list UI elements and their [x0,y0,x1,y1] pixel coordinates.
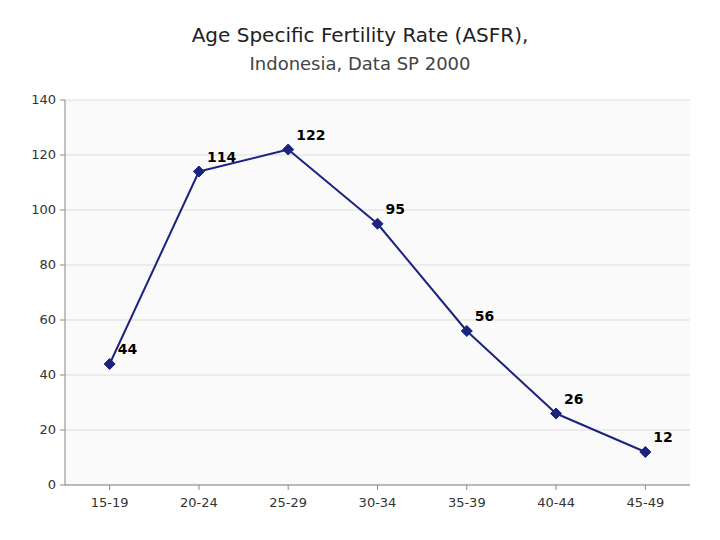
x-tick-label: 35-39 [448,495,486,510]
x-tick-label: 20-24 [180,495,218,510]
x-tick-label: 15-19 [91,495,129,510]
data-labels: 44 114 122 95 56 26 12 [118,127,673,446]
y-tick [60,485,65,486]
marker [372,218,383,229]
x-tick [556,485,557,490]
x-tick [109,485,110,490]
marker [461,326,472,337]
grid-line [65,320,690,321]
y-axis-line [65,100,66,485]
y-tick-label: 40 [39,367,56,382]
line [110,150,646,453]
chart-svg: Age Specific Fertility Rate (ASFR), Indon… [0,0,720,540]
x-tick [198,485,199,490]
data-label: 122 [296,127,325,143]
y-tick-label: 140 [31,92,56,107]
marker [551,408,562,419]
page: {"chart_data": {"type": "line", "title":… [0,0,720,540]
y-tick [60,320,65,321]
marker [640,447,651,458]
grid-line [65,155,690,156]
y-tick-label: 60 [39,312,56,327]
grid-line [65,100,690,101]
x-tick [377,485,378,490]
plot-area [65,100,690,485]
marker [193,166,204,177]
x-tick-label: 30-34 [359,495,397,510]
x-axis: 15-19 20-24 25-29 30-34 35-39 40-44 45-49 [65,485,690,510]
y-tick-label: 0 [48,477,56,492]
x-tick-label: 25-29 [269,495,307,510]
x-tick-label: 45-49 [626,495,664,510]
data-label: 95 [386,201,405,217]
y-tick-label: 100 [31,202,56,217]
y-tick [60,155,65,156]
y-tick-label: 20 [39,422,56,437]
y-tick [60,210,65,211]
grid-line [65,375,690,376]
x-tick [645,485,646,490]
y-axis: 0 20 40 60 80 100 120 140 [31,92,65,492]
data-label: 114 [207,149,236,165]
y-tick [60,100,65,101]
title: Age Specific Fertility Rate (ASFR), [192,23,529,47]
grid [65,100,690,485]
data-label: 12 [653,429,672,445]
x-tick [288,485,289,490]
subtitle: Indonesia, Data SP 2000 [249,53,470,74]
x-tick-label: 40-44 [537,495,575,510]
chart-container: Age Specific Fertility Rate (ASFR), Indon… [0,0,720,540]
data-label: 44 [118,341,138,357]
grid-line [65,210,690,211]
x-tick [466,485,467,490]
data-label: 56 [475,308,494,324]
data-label: 26 [564,391,583,407]
y-tick-label: 80 [39,257,56,272]
y-tick-label: 120 [31,147,56,162]
marker [283,144,294,155]
y-tick [60,430,65,431]
marker [104,359,115,370]
y-tick [60,375,65,376]
marks [104,144,651,458]
y-tick [60,265,65,266]
grid-line [65,265,690,266]
